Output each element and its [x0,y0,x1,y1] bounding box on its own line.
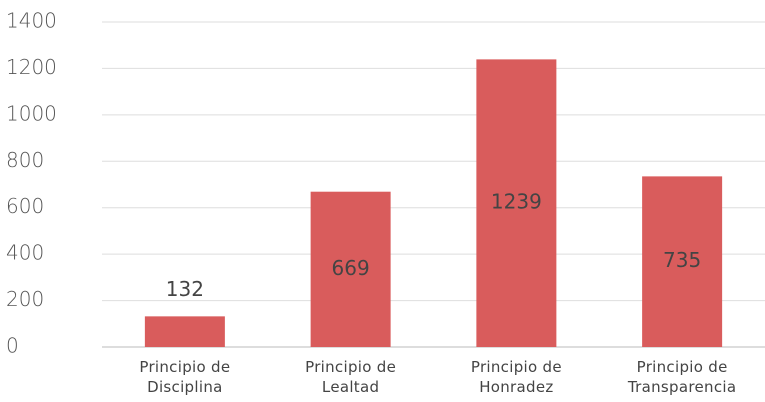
x-tick-label: Principio de Lealtad [305,358,397,396]
bar [642,176,723,347]
data-label: 132 [166,277,204,301]
data-label: 1239 [491,190,542,214]
y-tick-label: 200 [6,287,44,311]
data-label: 669 [332,256,370,280]
x-tick-label: Principio de Transparencia [627,358,737,396]
y-tick-label: 600 [6,194,44,218]
y-tick-label: 1000 [6,101,57,125]
y-tick-label: 0 [6,334,19,358]
y-tick-label: 800 [6,148,44,172]
bar [476,59,557,347]
bar [144,316,225,347]
bar [310,191,391,347]
y-tick-label: 1200 [6,55,57,79]
x-tick-label: Principio de Disciplina [139,358,231,396]
y-tick-label: 1400 [6,9,57,33]
y-tick-label: 400 [6,241,44,265]
x-tick-label: Principio de Honradez [470,358,562,396]
data-label: 735 [663,248,701,272]
